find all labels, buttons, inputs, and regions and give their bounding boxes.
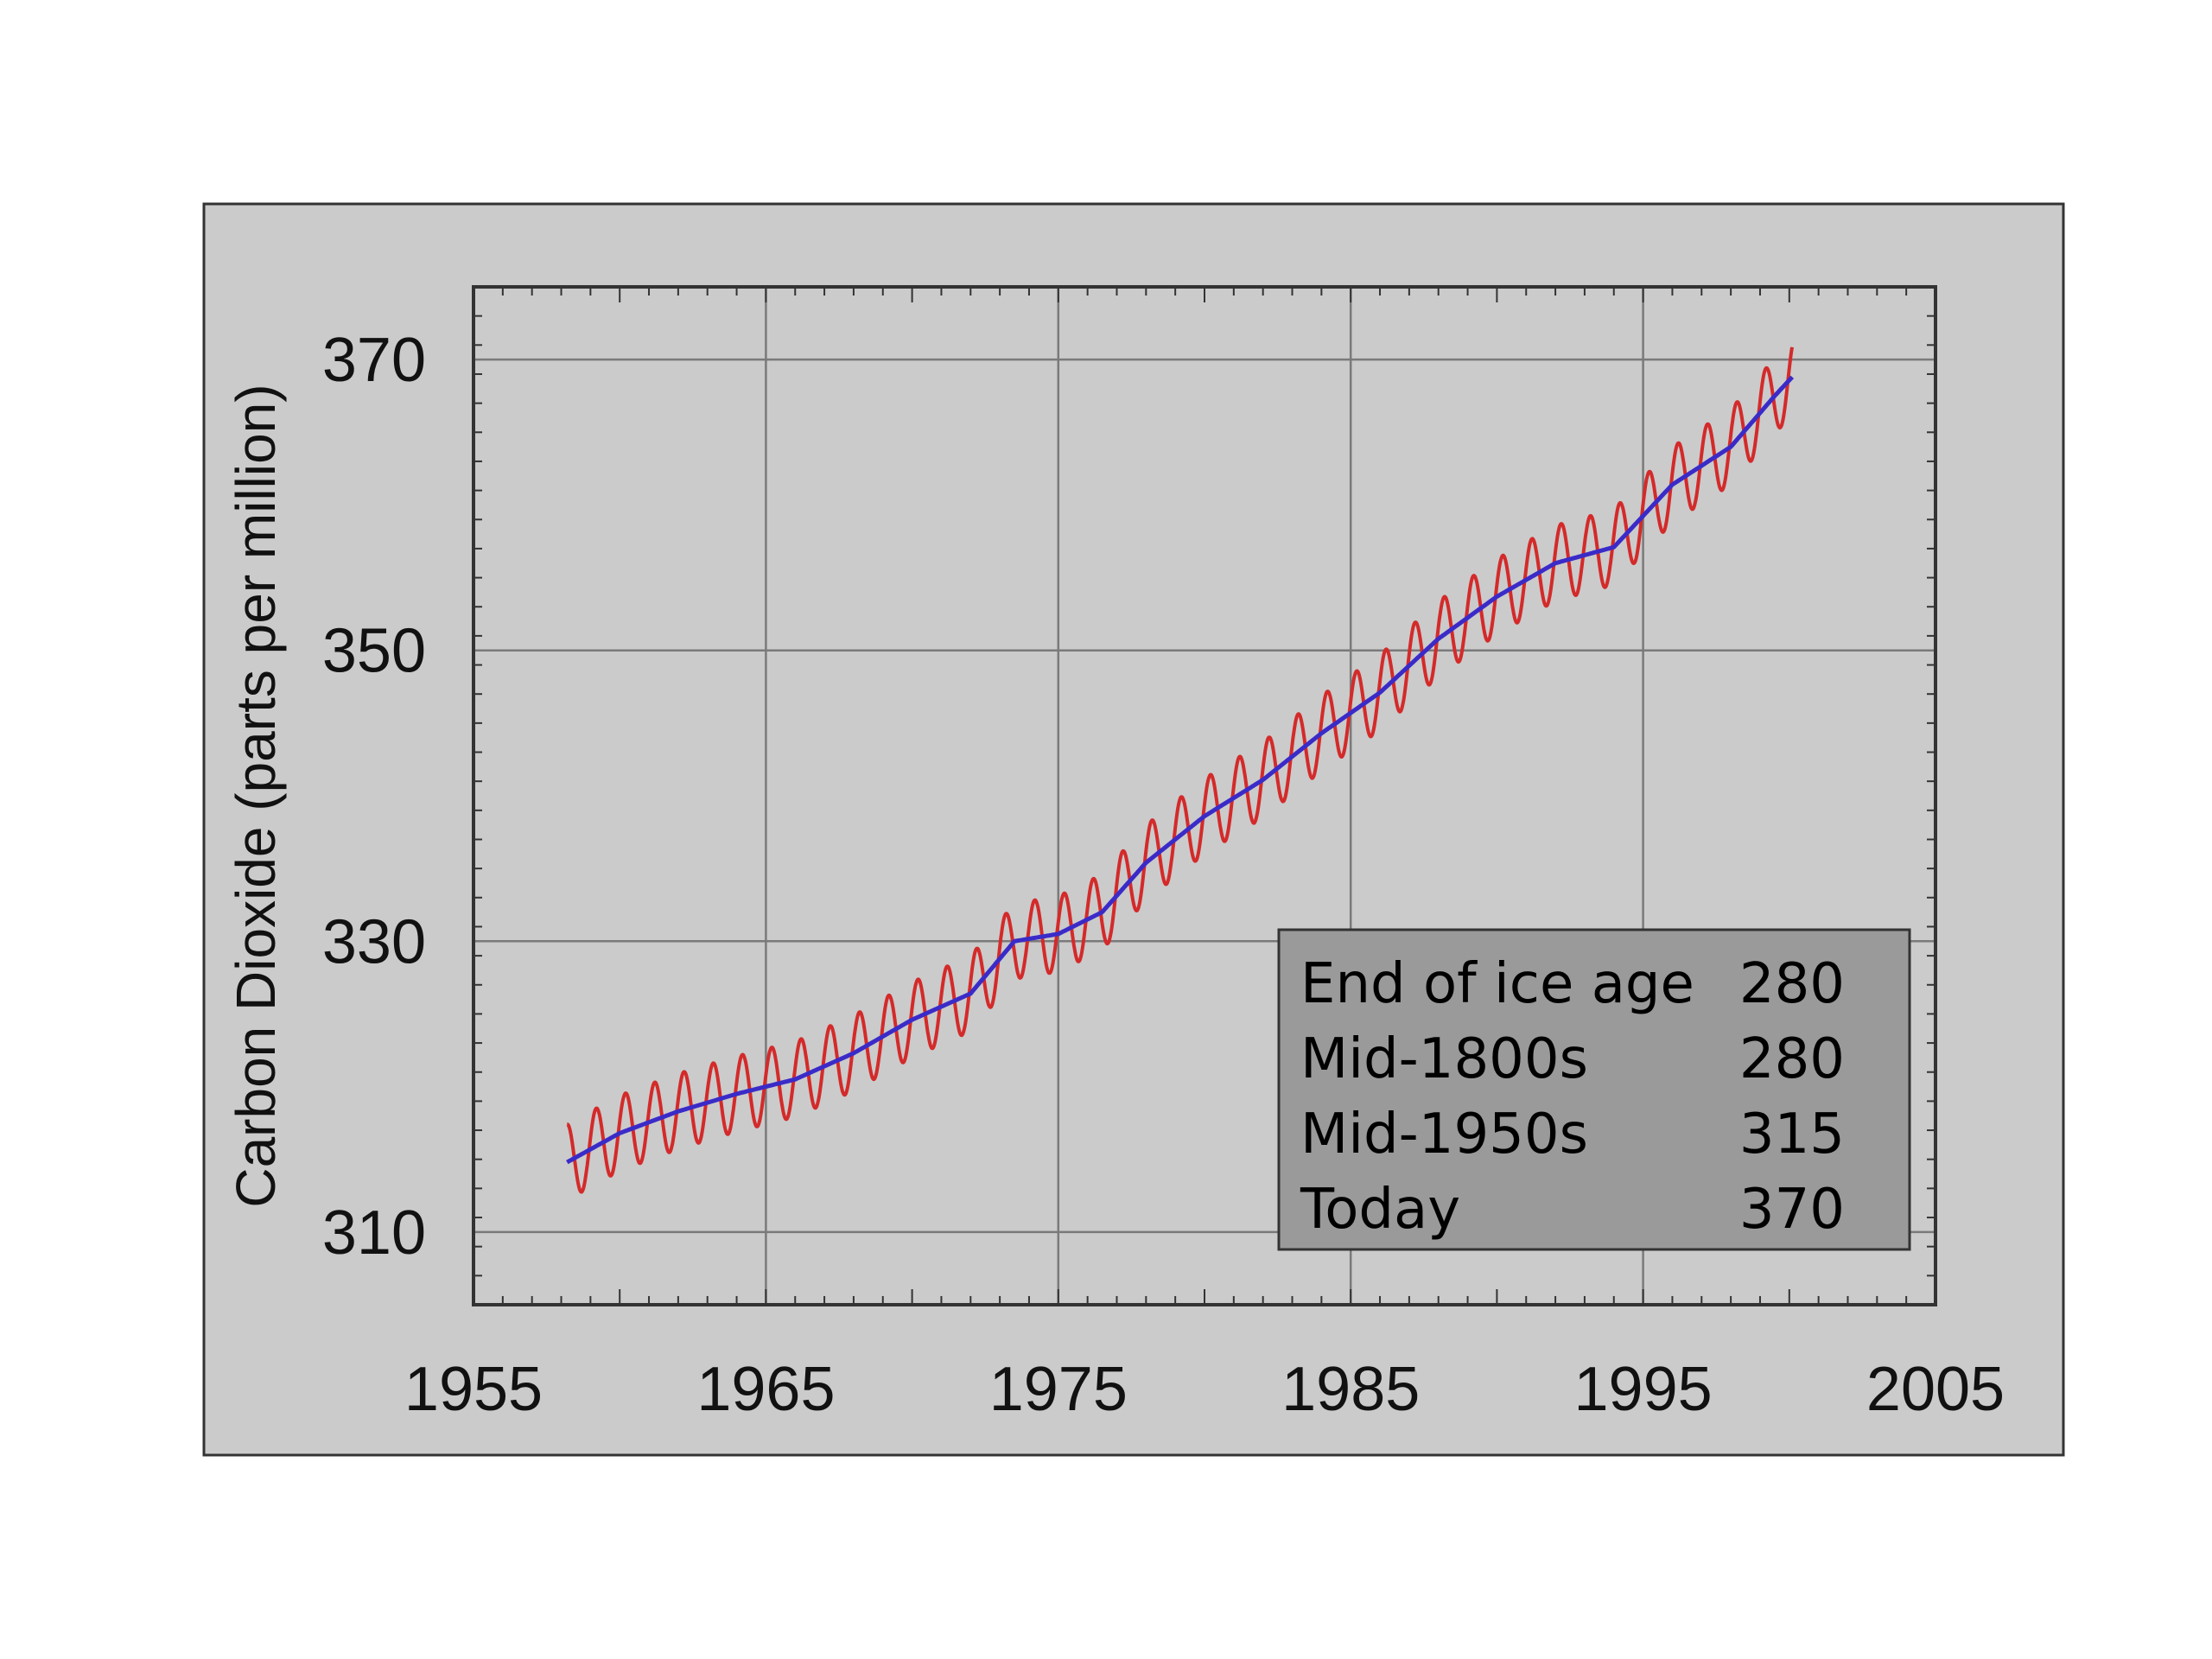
inset-box <box>1277 928 1911 1251</box>
inset-row-label: Today <box>1300 1178 1460 1242</box>
inset-row-value: 280 <box>1739 952 1845 1016</box>
inset-rows: End of ice age 280 Mid-1800s 280 Mid-1950s 31… <box>1300 952 1845 1242</box>
y-tick-label: 310 <box>322 1198 426 1268</box>
series-monthly-co2-line <box>566 346 1794 1194</box>
y-tick-label: 350 <box>322 617 426 686</box>
x-axis-tick-labels: 1955 1965 1975 1985 1995 2005 <box>404 1355 2005 1424</box>
y-tick-label: 370 <box>322 326 426 395</box>
inset-row-value: 315 <box>1739 1103 1845 1166</box>
series-trend-co2-line <box>566 375 1795 1165</box>
y-tick-label: 330 <box>322 907 426 976</box>
x-tick-label: 1975 <box>989 1355 1128 1424</box>
inset-row-value: 280 <box>1739 1027 1845 1091</box>
inset-row-label: Mid-1800s <box>1300 1027 1588 1091</box>
y-axis-tick-labels: 310 330 350 370 <box>322 326 426 1268</box>
x-tick-label: 1955 <box>404 1355 543 1424</box>
x-tick-label: 2005 <box>1866 1355 2005 1424</box>
inset-row-label: End of ice age <box>1300 952 1694 1016</box>
x-tick-label: 1985 <box>1281 1355 1420 1424</box>
inset-row-value: 370 <box>1739 1178 1845 1242</box>
y-axis-title: Carbon Dioxide (parts per million) <box>225 384 287 1207</box>
x-tick-label: 1995 <box>1574 1355 1713 1424</box>
x-tick-label: 1965 <box>696 1355 835 1424</box>
inset-row-label: Mid-1950s <box>1300 1103 1588 1166</box>
inset-table: End of ice age 280 Mid-1800s 280 Mid-1950s 31… <box>1277 928 1911 1251</box>
plot-frame <box>472 285 1937 1306</box>
